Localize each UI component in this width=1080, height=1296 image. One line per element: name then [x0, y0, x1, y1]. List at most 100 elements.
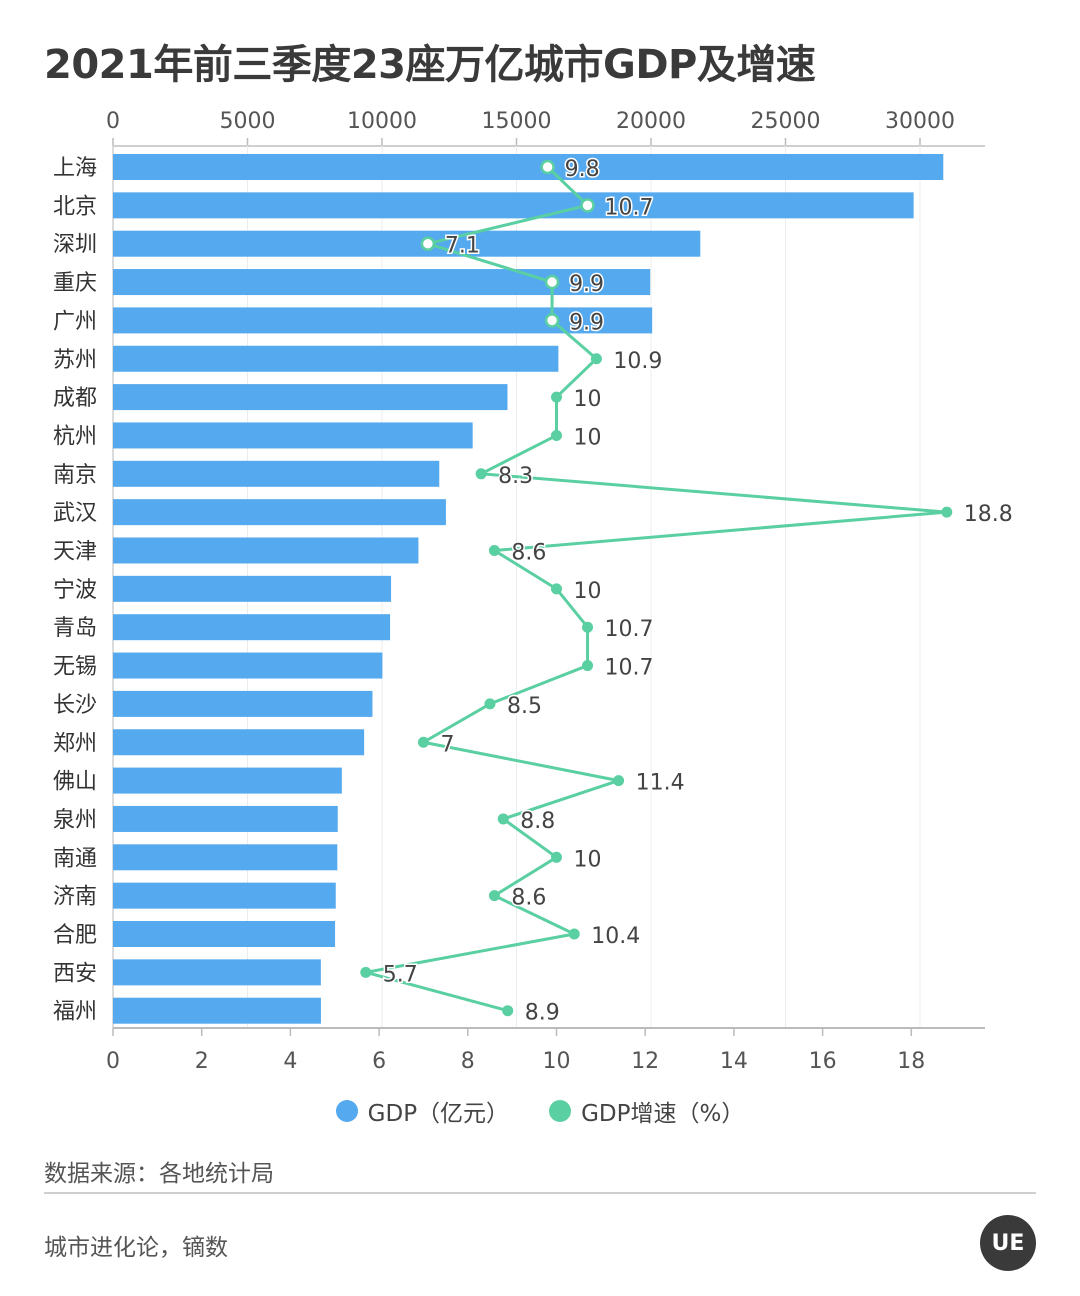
growth-data-label: 9.9: [569, 272, 604, 297]
category-label: 天津: [53, 540, 97, 565]
growth-data-label: 10.9: [613, 349, 662, 374]
gdp-bar: [113, 537, 419, 564]
growth-point: [417, 736, 429, 748]
growth-data-label: 5.7: [383, 962, 418, 987]
legend-dot-gdp: [335, 1100, 358, 1122]
growth-data-label: 8.3: [498, 464, 533, 489]
gdp-bar: [113, 614, 391, 641]
growth-data-label: 11.4: [636, 771, 685, 796]
growth-data-label: 10.7: [605, 195, 654, 220]
growth-data-label: 10: [574, 387, 602, 412]
gdp-bar: [113, 575, 392, 602]
growth-point: [544, 313, 560, 328]
growth-data-label: 10: [574, 579, 602, 604]
gdp-bar: [113, 384, 508, 411]
top-axis: 0 5000 10000 15000 20000 25000 30000: [106, 109, 985, 147]
gdp-bar: [113, 192, 914, 219]
top-tick-label: 25000: [751, 109, 821, 134]
bottom-tick-label: 14: [720, 1049, 748, 1074]
gdp-bar: [113, 729, 365, 756]
category-label: 南通: [53, 846, 97, 871]
category-label: 佛山: [53, 770, 97, 795]
growth-point: [613, 775, 625, 787]
gdp-bar: [113, 460, 440, 487]
bottom-tick-label: 0: [106, 1049, 120, 1074]
footer-divider: [44, 1192, 1036, 1194]
category-label: 重庆: [53, 271, 97, 296]
gdp-bar: [113, 805, 338, 832]
gdp-bar: [113, 422, 473, 449]
category-label: 西安: [53, 961, 97, 986]
growth-data-label: 8.6: [511, 886, 546, 911]
growth-data-label: 8.9: [525, 1001, 560, 1026]
growth-data-label: 9.8: [565, 157, 600, 182]
growth-point: [544, 274, 560, 290]
growth-data-label: 10: [574, 425, 602, 450]
category-labels: 上海北京深圳重庆广州苏州成都杭州南京武汉天津宁波青岛无锡长沙郑州佛山泉州南通济南…: [53, 156, 97, 1025]
category-label: 北京: [53, 194, 97, 219]
category-label: 苏州: [53, 348, 97, 373]
growth-data-label: 10.7: [605, 617, 654, 642]
chart-title: 2021年前三季度23座万亿城市GDP及增速: [44, 42, 816, 88]
bottom-axis: 0 2 4 6 8 10 12 14 16 18: [106, 1027, 985, 1074]
bottom-tick-label: 8: [461, 1049, 475, 1074]
bar-series: [113, 154, 944, 1024]
gdp-bar: [113, 921, 336, 947]
growth-point: [941, 506, 953, 518]
credit-note: 城市进化论，镝数: [44, 1235, 228, 1261]
growth-data-label: 18.8: [964, 502, 1013, 527]
gdp-bar: [113, 882, 336, 909]
bottom-tick-label: 18: [897, 1049, 925, 1074]
legend-item-gdp[interactable]: GDP（亿元）: [335, 1094, 510, 1128]
growth-point: [420, 236, 436, 251]
growth-data-label: 8.6: [511, 541, 546, 566]
bottom-tick-label: 12: [631, 1049, 659, 1074]
growth-data-label: 10.7: [605, 656, 654, 681]
category-label: 泉州: [53, 808, 97, 833]
category-label: 郑州: [53, 731, 97, 756]
gdp-bar: [113, 499, 446, 526]
legend-label-gdp: GDP（亿元）: [367, 1101, 510, 1127]
growth-data-label: 7.1: [445, 234, 480, 259]
growth-point: [502, 1005, 514, 1017]
top-tick-label: 10000: [347, 109, 417, 134]
growth-point: [484, 698, 496, 710]
line-series: 9.810.77.19.99.910.910108.318.88.61010.7…: [360, 156, 1014, 1027]
growth-point: [551, 583, 562, 595]
category-label: 杭州: [53, 424, 97, 449]
gdp-bar: [113, 230, 701, 257]
legend: GDP（亿元） GDP增速（%）: [0, 1094, 1080, 1128]
gdp-bar: [113, 997, 321, 1024]
logo: UE: [980, 1215, 1036, 1271]
category-label: 成都: [53, 386, 97, 411]
category-label: 无锡: [53, 655, 97, 680]
growth-point: [475, 468, 487, 480]
bottom-tick-label: 2: [195, 1049, 209, 1074]
gdp-bar: [113, 154, 944, 180]
legend-item-growth[interactable]: GDP增速（%）: [549, 1094, 744, 1128]
category-label: 南京: [53, 463, 97, 488]
category-label: 长沙: [53, 693, 97, 718]
growth-data-label: 9.9: [569, 310, 604, 335]
category-label: 广州: [53, 309, 97, 334]
gdp-bar: [113, 767, 342, 794]
category-label: 深圳: [53, 233, 97, 258]
gdp-bar: [113, 345, 559, 372]
growth-point: [360, 966, 372, 978]
source-note: 数据来源：各地统计局: [44, 1161, 274, 1187]
category-label: 济南: [53, 885, 97, 910]
growth-data-label: 7: [440, 732, 454, 757]
growth-data-label: 8.8: [520, 809, 555, 834]
growth-data-label: 10.4: [591, 924, 640, 949]
growth-point: [568, 928, 580, 940]
top-tick-label: 5000: [220, 109, 276, 134]
growth-point: [488, 545, 500, 556]
gdp-bar: [113, 652, 383, 679]
gdp-bar: [113, 959, 321, 986]
growth-point: [590, 353, 602, 365]
gdp-bar: [113, 690, 373, 717]
top-tick-label: 0: [106, 109, 120, 134]
growth-point: [582, 621, 594, 633]
growth-point: [582, 660, 594, 672]
